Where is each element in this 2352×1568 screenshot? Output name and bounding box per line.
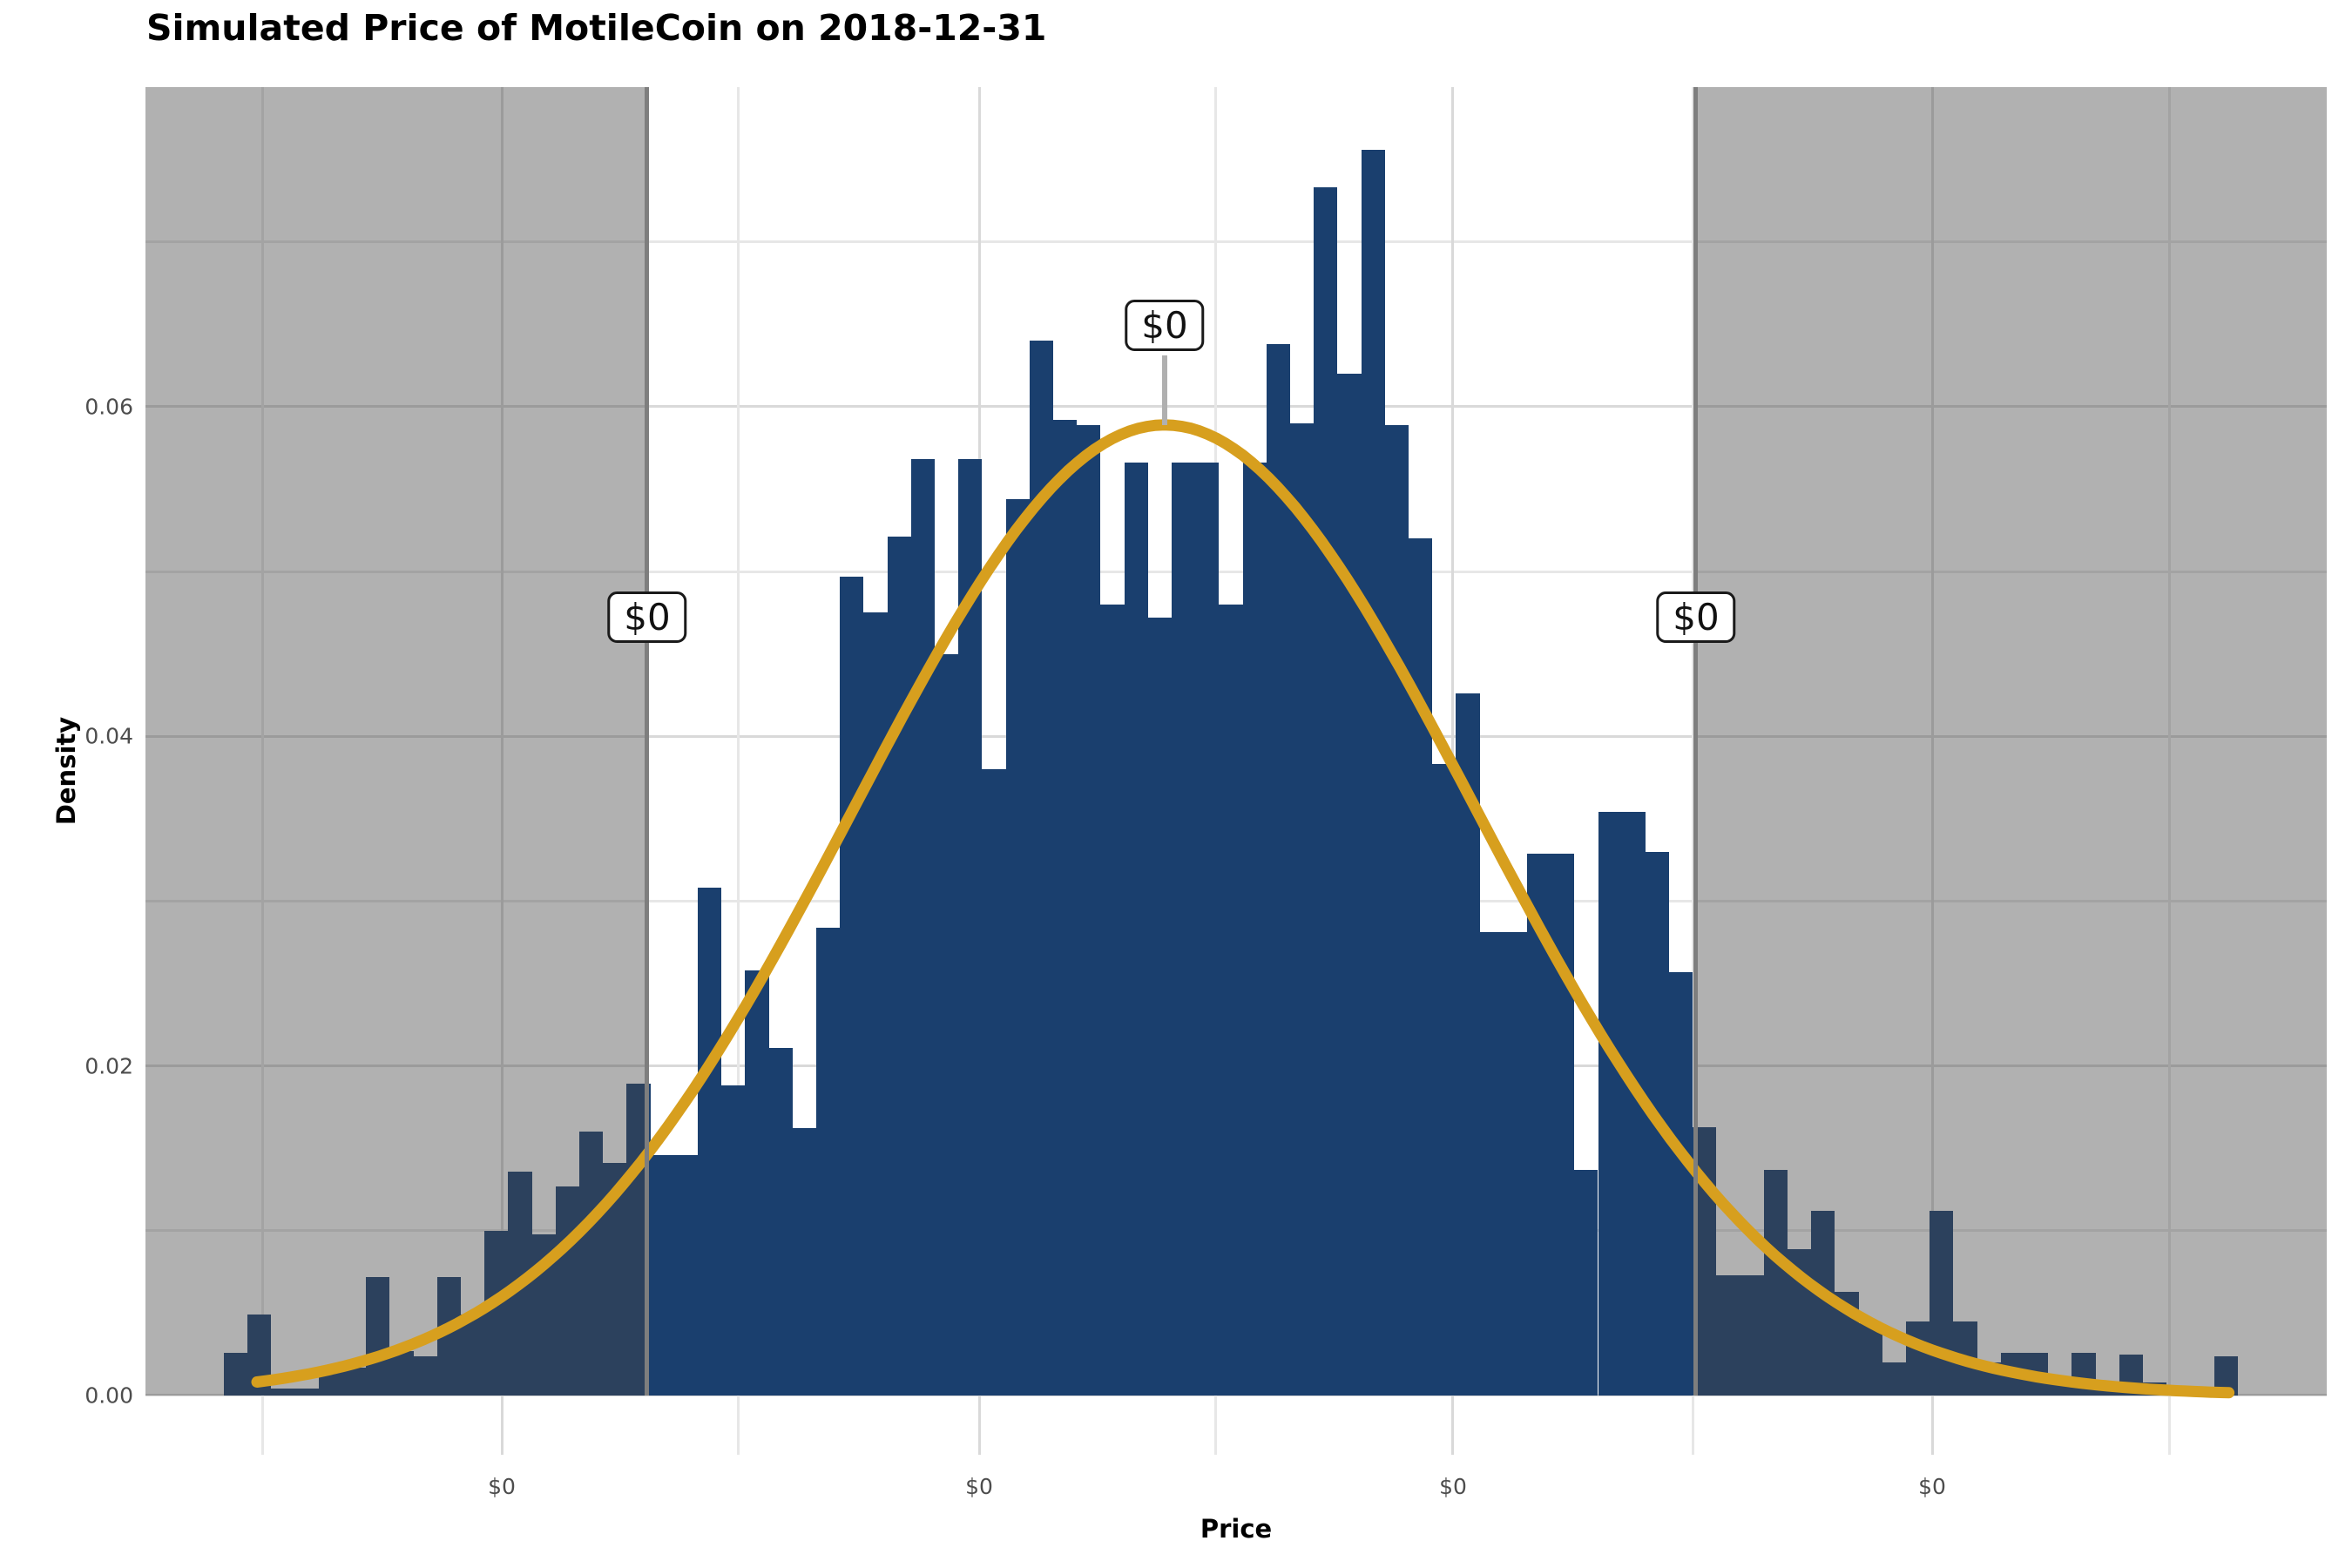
- y-axis-tick-label: 0.04: [84, 723, 133, 749]
- histogram-bar: [887, 537, 911, 1396]
- upper-bound-line: [1693, 87, 1699, 1396]
- plot-panel: $0 $0 $0: [145, 87, 2327, 1455]
- histogram-bar: [1052, 420, 1078, 1396]
- x-axis-tick-label: $0: [1918, 1474, 1946, 1499]
- histogram-bar: [673, 1154, 698, 1396]
- histogram-bar: [1882, 1362, 1907, 1396]
- histogram-bar: [982, 769, 1006, 1396]
- histogram-bar: [697, 888, 722, 1396]
- histogram-bar: [366, 1276, 390, 1396]
- histogram-bar: [1479, 932, 1504, 1396]
- histogram-bar: [1716, 1274, 1740, 1396]
- histogram-bar: [1289, 422, 1315, 1396]
- histogram-bar: [1171, 463, 1196, 1396]
- shaded-region-right: [1695, 87, 2327, 1396]
- histogram-bar: [341, 1367, 367, 1396]
- histogram-bar: [389, 1350, 414, 1396]
- histogram-bar: [1337, 374, 1362, 1396]
- histogram-bar: [768, 1047, 793, 1396]
- y-axis-tick-label: 0.00: [84, 1382, 133, 1409]
- histogram-bar: [484, 1230, 509, 1396]
- histogram-bar: [745, 970, 769, 1396]
- lower-bound-line: [645, 87, 650, 1396]
- gridline-x-major: [500, 87, 504, 1455]
- histogram-bar: [1574, 1169, 1598, 1396]
- histogram-bar: [460, 1315, 485, 1396]
- histogram-bar: [1432, 764, 1456, 1396]
- gridline-y-major: [145, 1394, 2327, 1397]
- histogram-bar: [1124, 463, 1148, 1396]
- histogram-bar: [1195, 463, 1220, 1396]
- histogram-bar: [792, 1128, 816, 1396]
- histogram-bar: [1669, 971, 1693, 1396]
- histogram-bar: [1361, 149, 1385, 1396]
- histogram-bar: [1314, 187, 1338, 1396]
- gridline-x-major: [1930, 87, 1934, 1455]
- gridline-y-minor: [145, 240, 2327, 244]
- density-curve-path: [251, 419, 2235, 1399]
- peak-label: $0: [1125, 299, 1205, 351]
- gridline-y-minor: [145, 570, 2327, 573]
- histogram-bar: [1503, 932, 1527, 1396]
- gridline-x-minor: [2167, 87, 2171, 1455]
- histogram-bar: [910, 459, 935, 1396]
- histogram-bar: [1005, 498, 1030, 1396]
- gridline-x-minor: [737, 87, 740, 1455]
- peak-label-stem: [1161, 355, 1167, 425]
- histogram-bar: [1930, 1211, 1954, 1396]
- x-axis-tick-label: $0: [1439, 1474, 1467, 1499]
- histogram-bar: [1598, 812, 1622, 1396]
- histogram-bar: [934, 653, 959, 1396]
- histogram-bar: [1266, 344, 1290, 1396]
- histogram-bar: [223, 1352, 248, 1396]
- x-axis-title: Price: [1200, 1514, 1273, 1544]
- histogram-bar: [1740, 1274, 1764, 1396]
- histogram-bar: [271, 1389, 295, 1396]
- y-axis-tick-label: 0.06: [84, 394, 133, 420]
- x-axis-tick-label: $0: [965, 1474, 993, 1499]
- y-axis-title: Density: [51, 716, 82, 826]
- shaded-region-left: [145, 87, 647, 1396]
- histogram-bar: [1100, 604, 1125, 1396]
- histogram-bar: [1242, 463, 1267, 1396]
- density-curve: [251, 419, 2235, 1399]
- histogram-bar: [815, 927, 841, 1396]
- histogram-bar: [1763, 1169, 1788, 1396]
- histogram-bar: [555, 1186, 579, 1396]
- y-axis-tick-label: 0.02: [84, 1053, 133, 1079]
- histogram-bar: [1858, 1322, 1882, 1396]
- histogram-bar: [840, 576, 864, 1396]
- gridline-x-minor: [261, 87, 265, 1455]
- histogram-bar: [294, 1389, 319, 1396]
- chart-title: Simulated Price of MotileCoin on 2018-12…: [146, 7, 1047, 49]
- x-axis-tick-label: $0: [488, 1474, 516, 1499]
- histogram-bar: [721, 1085, 746, 1396]
- histogram-bar: [1906, 1321, 1930, 1396]
- histogram-bar: [650, 1154, 674, 1396]
- lower-bound-label: $0: [607, 591, 687, 643]
- gridline-x-minor: [1692, 87, 1695, 1455]
- gridline-y-major: [145, 405, 2327, 409]
- upper-bound-label: $0: [1656, 591, 1736, 643]
- histogram-bar: [413, 1355, 437, 1396]
- histogram-bar: [1147, 618, 1172, 1396]
- histogram-bar: [578, 1132, 604, 1396]
- histogram-bar: [1384, 424, 1409, 1396]
- histogram-bar: [1077, 424, 1101, 1396]
- histogram-bar: [1219, 604, 1243, 1396]
